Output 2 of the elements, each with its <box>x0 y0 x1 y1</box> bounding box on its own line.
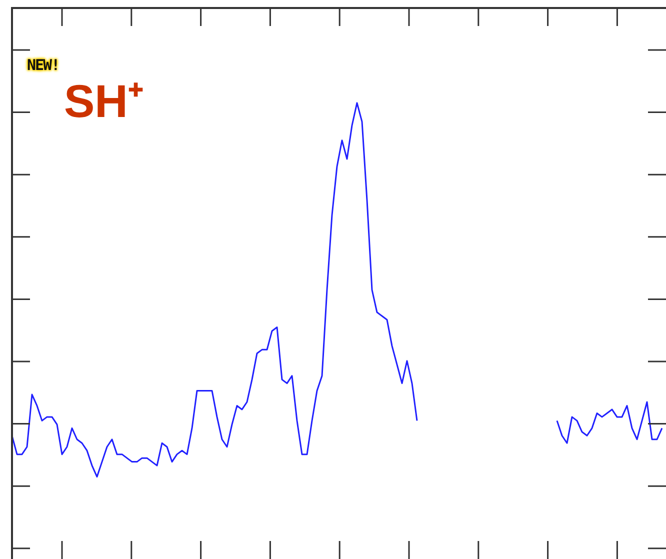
text: NEW! <box>27 56 60 74</box>
chart-title: SH⁺ <box>64 75 144 127</box>
